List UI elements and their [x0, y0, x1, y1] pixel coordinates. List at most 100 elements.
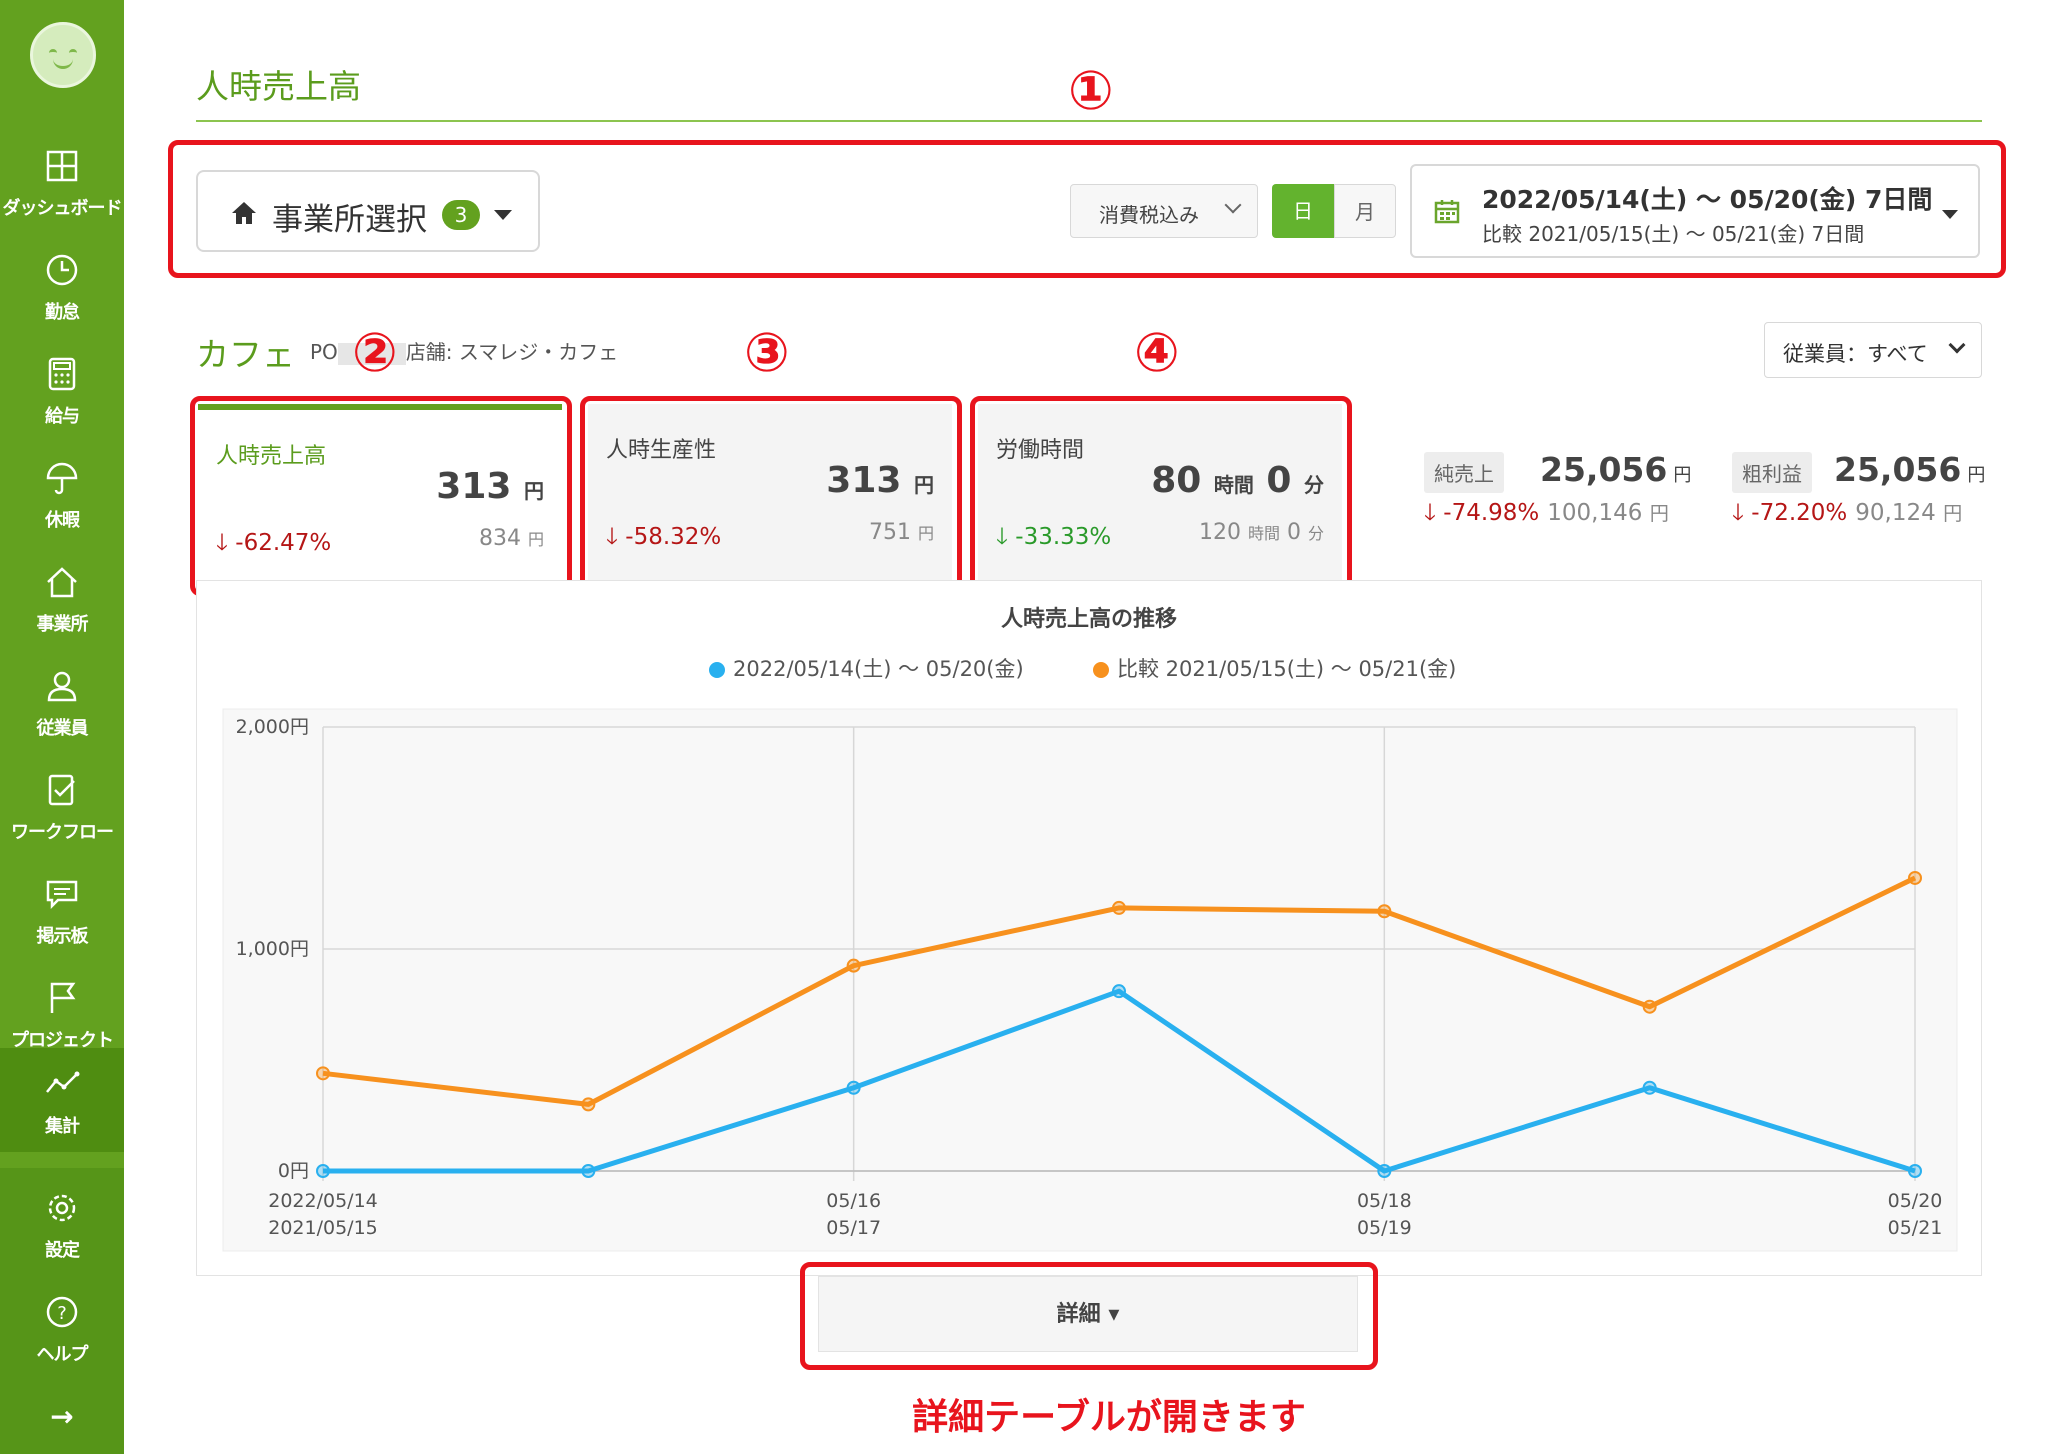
chart-title: 人時売上高の推移	[1000, 607, 1177, 632]
summary-unit: 円	[1673, 465, 1692, 486]
x-tick-label: 2022/05/14	[268, 1190, 378, 1212]
x-tick-label: 05/20	[1888, 1190, 1943, 1212]
summary-compare-unit: 円	[1649, 502, 1669, 525]
kpi-delta-value: -33.33%	[1015, 524, 1112, 550]
summary-tag: 粗利益	[1732, 452, 1812, 493]
summary-delta: 🡓 -72.20%	[1732, 500, 1848, 526]
help-icon: ?	[46, 1296, 78, 1328]
sidebar-item-workflow[interactable]: ワークフロー	[0, 754, 124, 858]
data-point	[1112, 984, 1126, 999]
kpi-compare-unit: 円	[527, 530, 544, 549]
sidebar-item-payroll[interactable]: 給与	[0, 338, 124, 442]
kpi-minutes-unit: 分	[1304, 473, 1324, 497]
kpi-compare-value: 751	[868, 520, 911, 545]
kpi-name: 人時生産性	[606, 438, 717, 463]
date-range-picker[interactable]: 2022/05/14(土) 〜 05/20(金) 7日間 比較 2021/05/…	[1410, 164, 1980, 258]
kpi-compare-value: 834	[478, 526, 521, 551]
data-point	[1377, 904, 1392, 919]
message-icon	[46, 880, 78, 910]
summary-gross-profit: 粗利益 25,056 円	[1732, 450, 1985, 493]
kpi-compare-minutes-unit: 分	[1307, 524, 1324, 543]
x-tick-label-compare: 05/17	[826, 1217, 881, 1239]
checklist-icon	[48, 774, 75, 806]
sidebar-item-leave[interactable]: 休暇	[0, 442, 124, 546]
data-point	[316, 1066, 330, 1081]
legend-dot	[709, 662, 725, 678]
sidebar-item-label: 休暇	[45, 510, 80, 531]
avatar[interactable]	[30, 22, 96, 88]
annotation-box-2	[190, 396, 572, 596]
data-point	[1908, 1164, 1922, 1178]
sidebar-item-employees[interactable]: 従業員	[0, 650, 124, 754]
summary-compare: 90,124 円	[1855, 500, 1962, 526]
sidebar-item-label: プロジェクト	[11, 1030, 114, 1051]
annotation-box-5	[800, 1262, 1378, 1370]
store-subtitle-prefix: PO	[310, 340, 338, 364]
kpi-card-work-hours[interactable]: 労働時間 80 時間 0 分 🡓 -33.33% 120 時間 0 分	[978, 404, 1342, 584]
summary-compare-value: 100,146	[1547, 500, 1643, 526]
clock-icon	[46, 254, 78, 286]
tax-select-value: 消費税込み	[1099, 203, 1199, 227]
kpi-hours: 80	[1151, 460, 1202, 501]
employee-filter-dropdown[interactable]: 従業員：すべて	[1764, 322, 1982, 378]
kpi-compare-hours: 120	[1198, 520, 1241, 545]
data-point	[1642, 999, 1657, 1014]
x-tick-label-compare: 05/21	[1888, 1217, 1943, 1239]
sidebar-item-dashboard[interactable]: ダッシュボード	[0, 130, 124, 234]
sidebar-item-board[interactable]: 掲示板	[0, 858, 124, 962]
office-select-label: 事業所選択	[272, 202, 427, 238]
sidebar-item-label: 給与	[45, 406, 80, 427]
chart-panel: 人時売上高の推移 2022/05/14(土) 〜 05/20(金) 比較 202…	[196, 580, 1982, 1276]
store-subtitle: PO 店舗: スマレジ・カフェ	[310, 336, 618, 365]
sidebar-item-help[interactable]: ? ヘルプ	[0, 1276, 124, 1380]
legend-item-compare[interactable]: 比較 2021/05/15(土) 〜 05/21(金)	[1093, 653, 1456, 683]
sidebar-item-settings[interactable]: 設定	[0, 1172, 124, 1276]
annotation-number-4: ④	[1134, 321, 1180, 384]
sidebar-expand-icon[interactable]: →	[50, 1400, 74, 1433]
kpi-card-productivity[interactable]: 人時生産性 313 円 🡓 -58.32% 751 円	[588, 404, 952, 584]
sidebar-item-summary[interactable]: 集計	[0, 1048, 124, 1152]
calculator-icon	[48, 357, 76, 391]
kpi-compare-hours-unit: 時間	[1247, 524, 1280, 543]
data-point	[316, 1164, 330, 1178]
sidebar-item-project[interactable]: プロジェクト	[0, 962, 124, 1066]
office-select-button[interactable]: 事業所選択 3	[196, 170, 540, 252]
summary-value: 25,056	[1540, 450, 1668, 489]
legend-label: 比較 2021/05/15(土) 〜 05/21(金)	[1117, 657, 1457, 681]
kpi-compare: 120 時間 0 分	[1199, 520, 1324, 545]
umbrella-icon	[46, 462, 78, 495]
summary-tag: 純売上	[1424, 452, 1504, 493]
sidebar-item-office[interactable]: 事業所	[0, 546, 124, 650]
kpi-value: 313 円	[826, 460, 934, 501]
kpi-card-sales-per-hour[interactable]: 人時売上高 313 円 🡓 -62.47% 834 円	[198, 404, 562, 584]
annotation-box-1	[168, 140, 2006, 278]
summary-net-sales: 純売上 25,056 円	[1424, 450, 1691, 493]
detail-toggle-button[interactable]: 詳細 ▾	[818, 1276, 1358, 1352]
chevron-down-icon	[1948, 336, 1966, 354]
kpi-hours-unit: 時間	[1213, 473, 1254, 497]
page-title: 人時売上高	[196, 67, 361, 106]
summary-net-sales-compare: 🡓 -74.98% 100,146 円	[1424, 496, 1669, 535]
x-tick-label-compare: 2021/05/15	[268, 1217, 378, 1239]
kpi-value: 80 時間 0 分	[1151, 460, 1324, 501]
sidebar-item-attendance[interactable]: 勤怠	[0, 234, 124, 338]
period-month-toggle[interactable]: 月	[1334, 184, 1396, 238]
sidebar-item-label: ダッシュボード	[2, 198, 123, 219]
y-tick-label: 0円	[278, 1160, 309, 1182]
tax-select[interactable]: 消費税込み	[1070, 184, 1258, 238]
summary-unit: 円	[1967, 465, 1986, 486]
y-tick-label: 1,000円	[236, 938, 309, 960]
gear-icon	[48, 1194, 76, 1222]
annotation-number-3: ③	[744, 321, 790, 384]
data-point	[1642, 1080, 1657, 1095]
kpi-minutes: 0	[1266, 460, 1292, 501]
sidebar-item-label: 設定	[45, 1240, 80, 1261]
series-line	[322, 875, 1917, 1107]
summary-compare-value: 90,124	[1855, 500, 1936, 526]
kpi-delta: 🡓 -58.32%	[606, 524, 722, 550]
period-day-toggle[interactable]: 日	[1272, 184, 1334, 238]
data-point	[846, 958, 861, 973]
legend-label: 2022/05/14(土) 〜 05/20(金)	[733, 657, 1024, 681]
legend-item-current[interactable]: 2022/05/14(土) 〜 05/20(金)	[709, 653, 1024, 683]
kpi-unit: 円	[914, 473, 934, 497]
